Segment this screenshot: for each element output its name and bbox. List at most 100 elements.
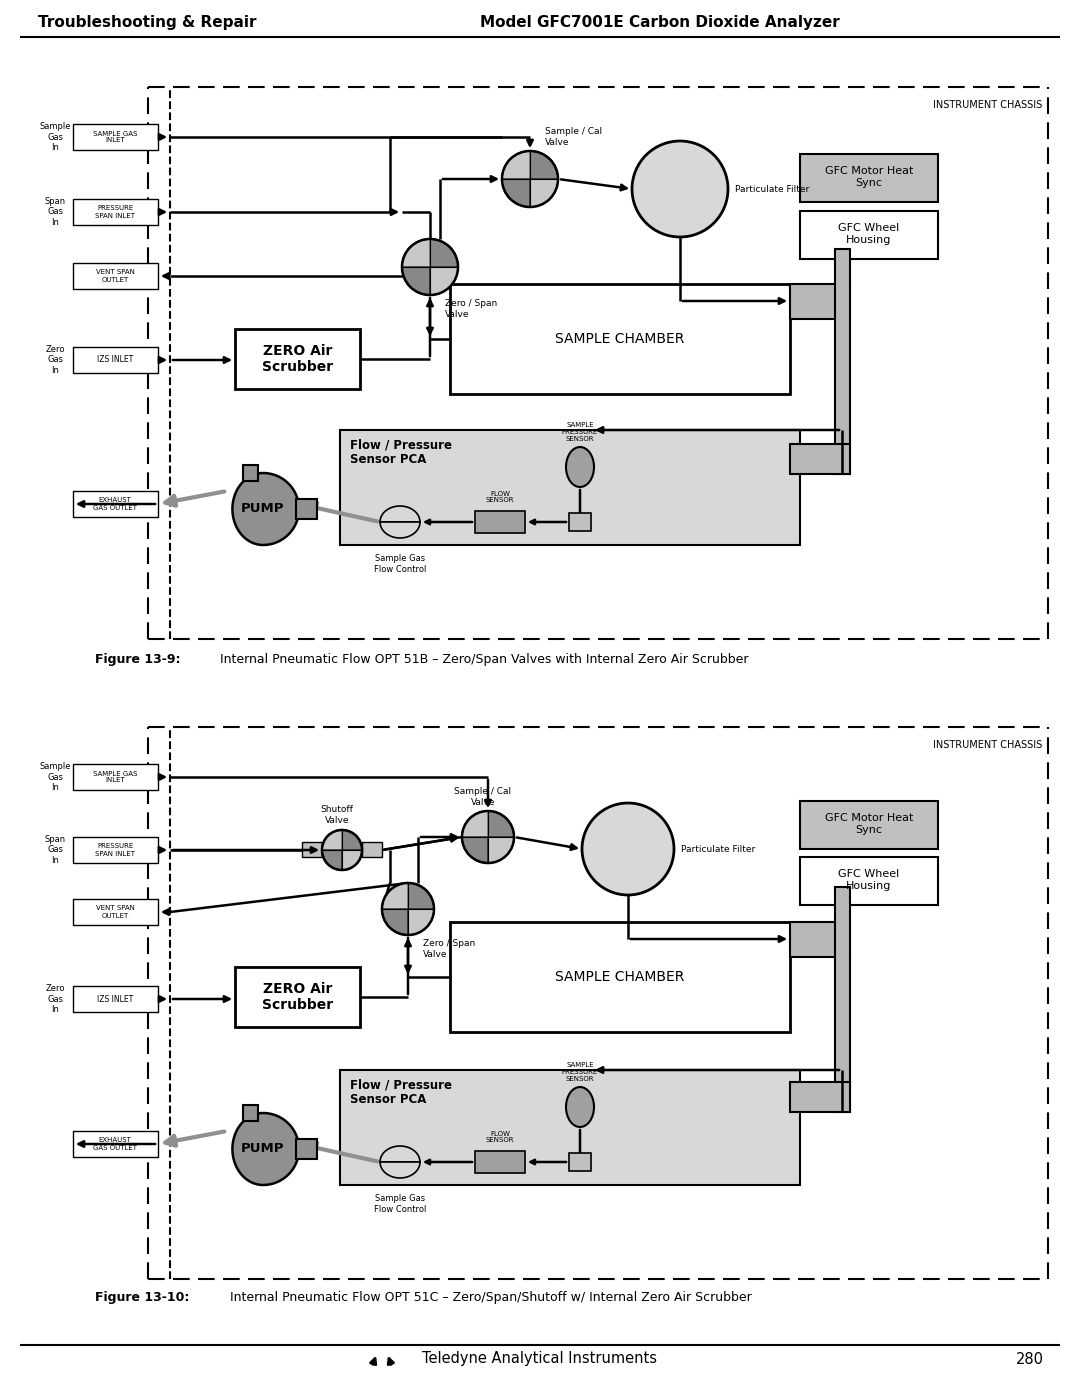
Text: FLOW
SENSOR: FLOW SENSOR xyxy=(486,1130,514,1144)
Polygon shape xyxy=(232,1113,299,1185)
Text: FLOW
SENSOR: FLOW SENSOR xyxy=(486,490,514,503)
Text: Zero
Gas
In: Zero Gas In xyxy=(45,983,65,1014)
Polygon shape xyxy=(243,1105,258,1120)
Text: Flow / Pressure
Sensor PCA: Flow / Pressure Sensor PCA xyxy=(350,1078,453,1106)
Bar xyxy=(800,154,939,203)
Bar xyxy=(800,800,939,849)
Polygon shape xyxy=(342,830,362,849)
Bar xyxy=(73,346,158,373)
Bar xyxy=(73,986,158,1011)
Polygon shape xyxy=(408,909,434,935)
Text: Figure 13-10:: Figure 13-10: xyxy=(95,1291,189,1303)
Bar xyxy=(340,1070,800,1185)
Bar xyxy=(235,967,360,1027)
Text: SAMPLE
PRESSURE
SENSOR: SAMPLE PRESSURE SENSOR xyxy=(562,1062,598,1083)
Text: SAMPLE CHAMBER: SAMPLE CHAMBER xyxy=(555,332,685,346)
Text: Sample Gas
Flow Control: Sample Gas Flow Control xyxy=(374,1194,427,1214)
Text: EXHAUST
GAS OUTLET: EXHAUST GAS OUTLET xyxy=(93,497,137,510)
Text: Span
Gas
In: Span Gas In xyxy=(44,835,66,865)
Bar xyxy=(450,284,789,394)
Text: ZERO Air
Scrubber: ZERO Air Scrubber xyxy=(262,344,333,374)
Polygon shape xyxy=(430,239,458,267)
Text: GFC Wheel
Housing: GFC Wheel Housing xyxy=(838,869,900,891)
Polygon shape xyxy=(342,849,362,870)
Polygon shape xyxy=(402,267,430,295)
Polygon shape xyxy=(380,506,420,522)
Bar xyxy=(569,1153,591,1171)
Bar xyxy=(789,284,850,319)
Polygon shape xyxy=(380,1146,420,1162)
Text: IZS INLET: IZS INLET xyxy=(97,355,133,365)
Text: Sample / Cal
Valve: Sample / Cal Valve xyxy=(455,788,512,806)
Polygon shape xyxy=(382,883,408,909)
Ellipse shape xyxy=(566,447,594,488)
Bar xyxy=(475,1151,525,1173)
Bar xyxy=(73,1132,158,1157)
Bar xyxy=(73,837,158,863)
Text: Particulate Filter: Particulate Filter xyxy=(735,184,809,194)
Text: Internal Pneumatic Flow OPT 51C – Zero/Span/Shutoff w/ Internal Zero Air Scrubbe: Internal Pneumatic Flow OPT 51C – Zero/S… xyxy=(230,1291,752,1303)
Text: Sample Gas
Flow Control: Sample Gas Flow Control xyxy=(374,555,427,574)
Circle shape xyxy=(582,803,674,895)
Bar xyxy=(569,513,591,531)
Bar xyxy=(362,842,382,856)
Bar xyxy=(73,263,158,289)
Text: Sample
Gas
In: Sample Gas In xyxy=(39,763,71,792)
Circle shape xyxy=(502,151,558,207)
Polygon shape xyxy=(232,474,299,545)
Polygon shape xyxy=(530,179,558,207)
Polygon shape xyxy=(380,1162,420,1178)
Polygon shape xyxy=(322,830,342,849)
Text: SAMPLE
PRESSURE
SENSOR: SAMPLE PRESSURE SENSOR xyxy=(562,422,598,441)
Text: INSTRUMENT CHASSIS: INSTRUMENT CHASSIS xyxy=(933,740,1042,750)
Text: 280: 280 xyxy=(1016,1351,1044,1366)
Text: GFC Motor Heat
Sync: GFC Motor Heat Sync xyxy=(825,166,914,187)
Bar xyxy=(789,1083,850,1112)
Bar xyxy=(73,124,158,149)
Text: Flow / Pressure
Sensor PCA: Flow / Pressure Sensor PCA xyxy=(350,439,453,467)
Text: Zero
Gas
In: Zero Gas In xyxy=(45,345,65,374)
Bar xyxy=(73,764,158,789)
Bar xyxy=(73,490,158,517)
Text: Shutoff
Valve: Shutoff Valve xyxy=(321,805,353,824)
Circle shape xyxy=(462,812,514,863)
Text: Model GFC7001E Carbon Dioxide Analyzer: Model GFC7001E Carbon Dioxide Analyzer xyxy=(481,14,840,29)
Text: Teledyne Analytical Instruments: Teledyne Analytical Instruments xyxy=(422,1351,658,1366)
Polygon shape xyxy=(408,883,434,909)
Bar xyxy=(73,198,158,225)
Bar xyxy=(789,922,850,957)
Text: VENT SPAN
OUTLET: VENT SPAN OUTLET xyxy=(95,270,134,282)
Text: GFC Wheel
Housing: GFC Wheel Housing xyxy=(838,224,900,244)
Text: SAMPLE CHAMBER: SAMPLE CHAMBER xyxy=(555,970,685,983)
Text: EXHAUST
GAS OUTLET: EXHAUST GAS OUTLET xyxy=(93,1137,137,1151)
Text: Figure 13-9:: Figure 13-9: xyxy=(95,652,180,665)
Text: VENT SPAN
OUTLET: VENT SPAN OUTLET xyxy=(95,905,134,918)
Circle shape xyxy=(632,141,728,237)
Polygon shape xyxy=(530,151,558,179)
Polygon shape xyxy=(382,909,408,935)
Polygon shape xyxy=(488,812,514,837)
Bar xyxy=(835,887,850,1112)
Text: INSTRUMENT CHASSIS: INSTRUMENT CHASSIS xyxy=(933,101,1042,110)
Polygon shape xyxy=(488,837,514,863)
Text: GFC Motor Heat
Sync: GFC Motor Heat Sync xyxy=(825,813,914,835)
Text: SAMPLE GAS
INLET: SAMPLE GAS INLET xyxy=(93,130,137,144)
Ellipse shape xyxy=(566,1087,594,1127)
Polygon shape xyxy=(296,499,318,520)
Circle shape xyxy=(402,239,458,295)
Text: Sample
Gas
In: Sample Gas In xyxy=(39,122,71,152)
Text: Troubleshooting & Repair: Troubleshooting & Repair xyxy=(38,14,257,29)
Bar xyxy=(800,211,939,258)
Bar xyxy=(789,444,850,474)
Text: PRESSURE
SPAN INLET: PRESSURE SPAN INLET xyxy=(95,205,135,218)
Polygon shape xyxy=(462,812,488,837)
Text: Zero / Span
Valve: Zero / Span Valve xyxy=(423,939,475,958)
Text: PUMP: PUMP xyxy=(241,503,285,515)
Bar xyxy=(800,856,939,905)
Text: Particulate Filter: Particulate Filter xyxy=(681,845,755,854)
Polygon shape xyxy=(462,837,488,863)
Bar xyxy=(340,430,800,545)
Text: IZS INLET: IZS INLET xyxy=(97,995,133,1003)
Text: Zero / Span
Valve: Zero / Span Valve xyxy=(445,299,497,319)
Polygon shape xyxy=(502,179,530,207)
